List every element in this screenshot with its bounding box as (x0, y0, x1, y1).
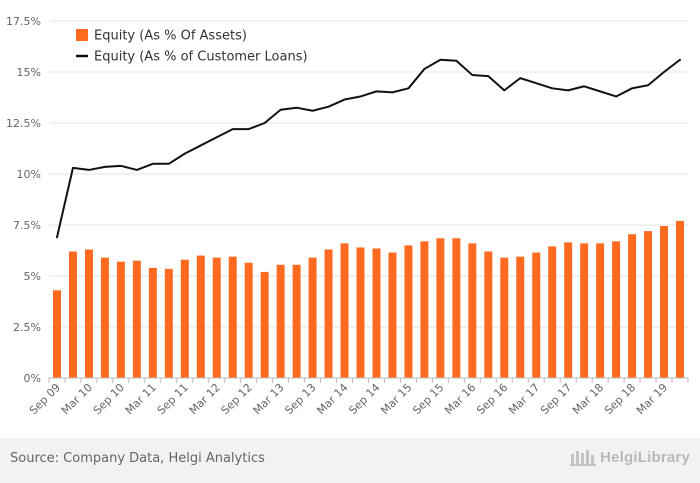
y-tick-label: 7.5% (13, 219, 41, 232)
x-tick-label: Mar 15 (378, 381, 414, 417)
y-tick-label: 5% (24, 270, 41, 283)
bar (548, 246, 557, 378)
bar (436, 238, 445, 378)
bar (228, 256, 237, 378)
bar (164, 268, 173, 378)
x-tick-label: Mar 14 (314, 381, 350, 417)
bar (308, 257, 317, 378)
bar (180, 259, 189, 378)
bar (84, 249, 93, 378)
x-tick-label: Mar 19 (634, 381, 670, 417)
bar (468, 243, 477, 378)
x-tick-label: Sep 18 (602, 381, 638, 417)
logo-text: HelgiLibrary (600, 448, 690, 466)
bar (628, 234, 637, 378)
grid (49, 20, 688, 328)
bar (516, 256, 525, 378)
x-tick-label: Sep 15 (410, 381, 446, 417)
bar (420, 241, 429, 378)
bar (596, 243, 605, 378)
brand-logo: HelgiLibrary (570, 448, 690, 466)
bar (68, 251, 77, 378)
bar (324, 249, 333, 378)
y-tick-label: 12.5% (6, 117, 41, 130)
bar (276, 264, 285, 378)
bar (404, 245, 413, 378)
bar (148, 267, 157, 378)
x-tick-label: Mar 13 (251, 381, 287, 417)
bar (644, 231, 653, 378)
x-tick-label: Mar 11 (123, 381, 159, 417)
x-tick-label: Sep 12 (219, 381, 255, 417)
x-tick-label: Mar 16 (442, 381, 478, 417)
bar (612, 241, 621, 378)
bar (452, 238, 461, 378)
x-tick-label: Sep 11 (155, 381, 191, 417)
bar (116, 261, 125, 378)
library-icon (570, 450, 597, 466)
y-tick-label: 15% (17, 66, 41, 79)
x-tick-label: Mar 10 (59, 381, 95, 417)
legend-label-bar: Equity (As % Of Assets) (94, 29, 247, 44)
bar (260, 271, 269, 378)
bar (388, 252, 397, 378)
bar (52, 290, 61, 378)
legend: Equity (As % Of Assets) Equity (As % of … (76, 29, 308, 65)
x-tick-label: Mar 17 (506, 381, 542, 417)
y-tick-label: 10% (17, 168, 41, 181)
bar (132, 260, 141, 378)
y-tick-label: 0% (24, 372, 41, 385)
bar (500, 257, 509, 378)
bar (580, 243, 589, 378)
bar (372, 248, 381, 378)
legend-swatch-bar (76, 29, 88, 41)
line-series (55, 58, 682, 239)
y-axis-tick-labels: 0% 2.5% 5% 7.5% 10% 12.5% 15% 17.5% (6, 15, 41, 385)
bar (676, 220, 685, 378)
bar (564, 242, 573, 378)
bar (244, 262, 253, 378)
x-tick-label: Mar 12 (187, 381, 223, 417)
bar (660, 226, 669, 378)
series-line (55, 58, 682, 239)
bar (100, 257, 109, 378)
bar (340, 243, 349, 378)
bar (212, 257, 221, 378)
y-tick-label: 17.5% (6, 15, 41, 28)
x-tick-label: Sep 14 (346, 381, 382, 417)
x-tick-label: Sep 09 (27, 381, 63, 417)
x-tick-label: Sep 13 (282, 381, 318, 417)
bar-series (52, 220, 685, 378)
legend-label-line: Equity (As % of Customer Loans) (94, 50, 308, 65)
source-note: Source: Company Data, Helgi Analytics (10, 451, 265, 466)
bar (532, 252, 541, 378)
bar (292, 264, 301, 378)
bar (196, 255, 205, 378)
x-tick-label: Sep 10 (91, 381, 127, 417)
bar (484, 251, 493, 378)
x-tick-label: Mar 18 (570, 381, 606, 417)
bar (356, 247, 365, 378)
x-tick-label: Sep 16 (474, 381, 510, 417)
y-tick-label: 2.5% (13, 321, 41, 334)
x-tick-label: Sep 17 (538, 381, 574, 417)
x-axis (48, 377, 689, 383)
